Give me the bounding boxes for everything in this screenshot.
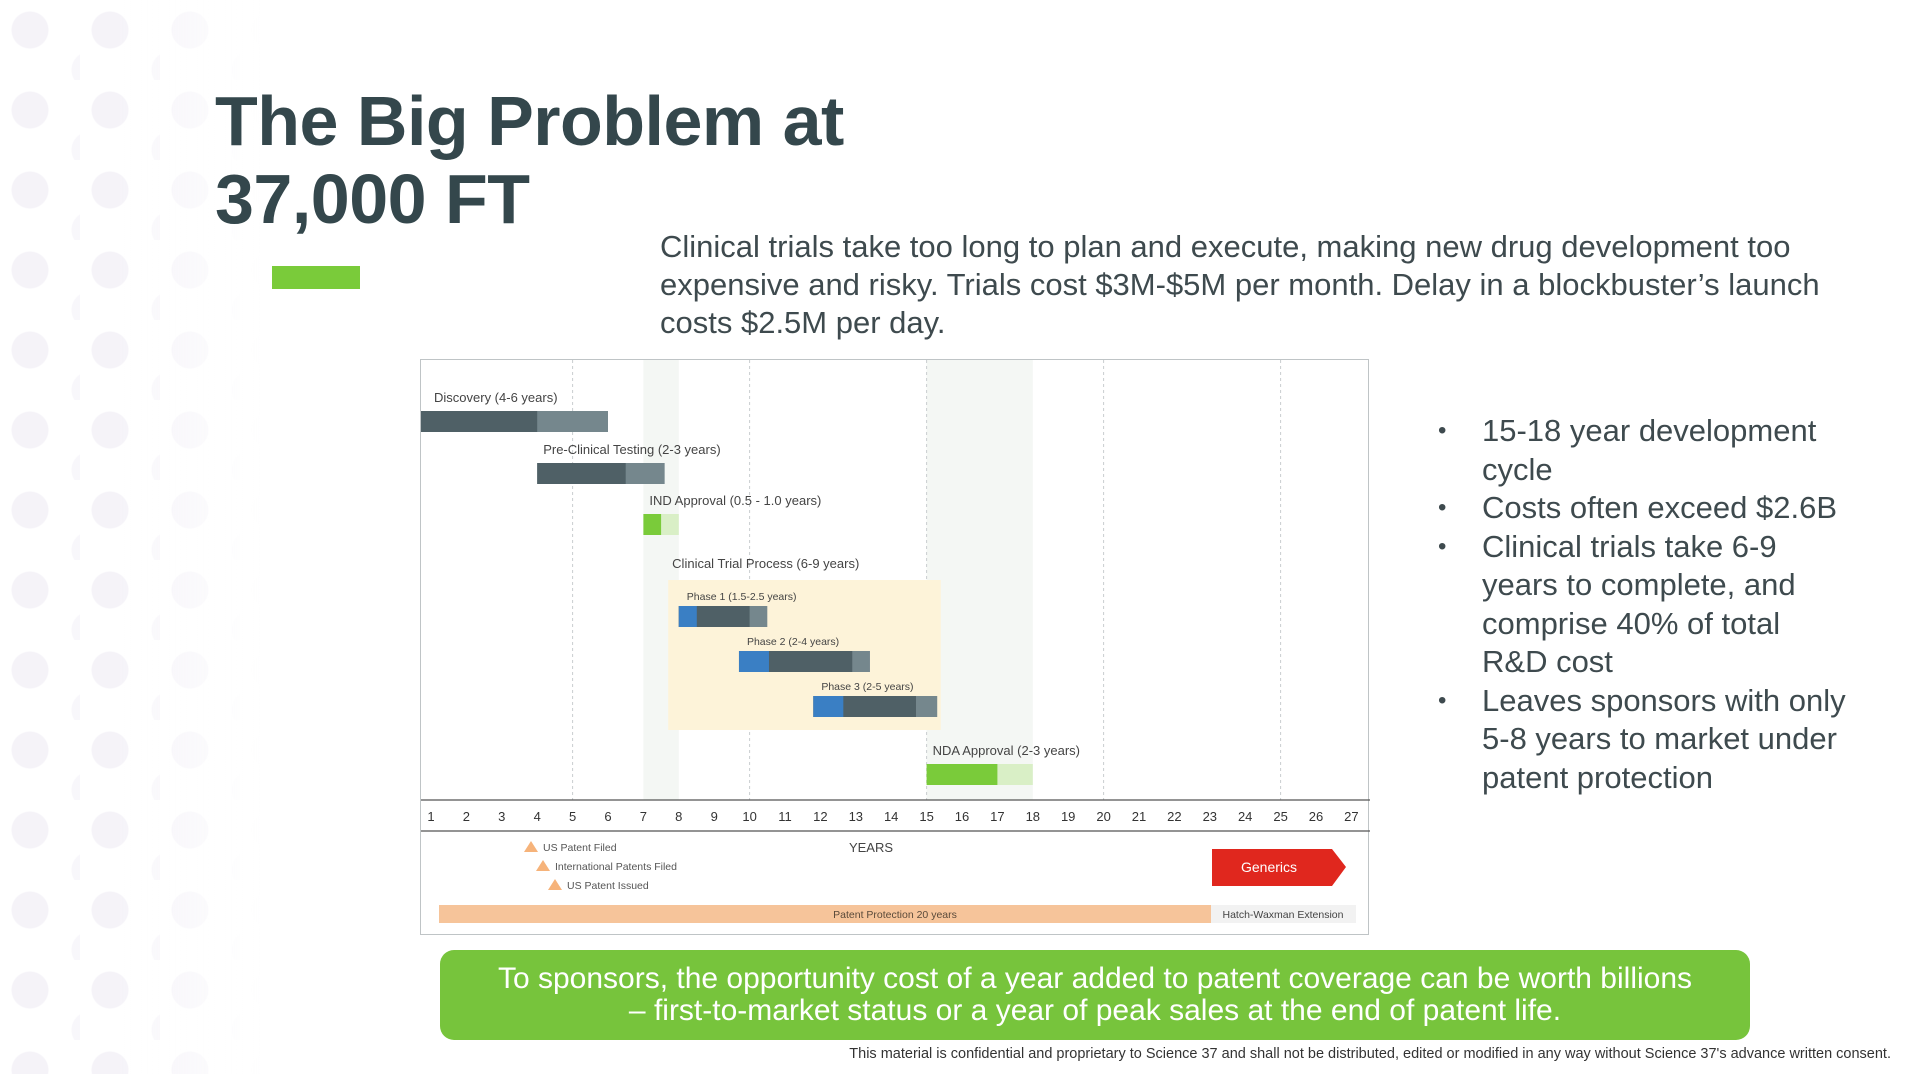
year-tick-label: 24: [1238, 809, 1252, 824]
year-tick-label: 18: [1026, 809, 1040, 824]
title-line-1: The Big Problem at: [215, 82, 844, 160]
drug-development-timeline: Clinical Trial Process (6-9 years) Discov…: [420, 359, 1370, 935]
subphase-label: Phase 1 (1.5-2.5 years): [687, 591, 797, 603]
clinical-trial-label: Clinical Trial Process (6-9 years): [672, 556, 859, 571]
title-accent-bar: [272, 266, 360, 289]
milestone-label: US Patent Filed: [543, 842, 617, 854]
intro-paragraph: Clinical trials take too long to plan an…: [660, 229, 1820, 340]
year-tick-label: 22: [1167, 809, 1181, 824]
generics-label: Generics: [1241, 859, 1297, 875]
phase-label: IND Approval (0.5 - 1.0 years): [649, 493, 821, 508]
year-tick-label: 16: [955, 809, 969, 824]
year-tick-label: 11: [778, 809, 792, 824]
patent-protection-bar: [439, 905, 1211, 923]
generics-arrow: [1212, 849, 1346, 886]
patent-protection-label: Patent Protection 20 years: [833, 909, 957, 921]
subphase-bar-start: [813, 696, 844, 717]
phase-label: Pre-Clinical Testing (2-3 years): [543, 442, 721, 457]
subphase-label: Phase 2 (2-4 years): [747, 636, 839, 648]
milestone-triangle-icon: [536, 860, 550, 871]
subphase-bar-start: [678, 606, 697, 627]
subphase-label: Phase 3 (2-5 years): [821, 681, 913, 693]
year-tick-label: 8: [675, 809, 682, 824]
year-tick-label: 10: [742, 809, 756, 824]
phase-bar-min: [537, 463, 626, 484]
title-line-2: 37,000 FT: [215, 160, 530, 238]
year-tick-label: 21: [1132, 809, 1146, 824]
year-tick-label: 13: [849, 809, 863, 824]
callout-line-1: To sponsors, the opportunity cost of a y…: [497, 962, 1693, 995]
year-tick-label: 17: [990, 809, 1004, 824]
year-tick-label: 4: [534, 809, 541, 824]
year-tick-label: 2: [463, 809, 470, 824]
year-tick-label: 12: [813, 809, 827, 824]
year-tick-label: 3: [498, 809, 505, 824]
key-fact-1: 15-18 year development cycle: [1432, 412, 1852, 489]
phase-bar-min: [926, 764, 998, 785]
milestone-label: International Patents Filed: [555, 861, 677, 873]
callout-line-2: – first-to-market status or a year of pe…: [628, 994, 1562, 1027]
year-tick-label: 9: [711, 809, 718, 824]
milestone-triangle-icon: [548, 879, 562, 890]
milestone-label: US Patent Issued: [567, 880, 649, 892]
year-tick-label: 19: [1061, 809, 1075, 824]
opportunity-callout: To sponsors, the opportunity cost of a y…: [440, 950, 1750, 1040]
shade-column: [926, 360, 1033, 800]
milestone-triangle-icon: [524, 841, 538, 852]
year-tick-label: 26: [1309, 809, 1323, 824]
key-fact-4: Leaves sponsors with only 5-8 years to m…: [1432, 682, 1852, 798]
year-tick-label: 5: [569, 809, 576, 824]
subphase-bar-start: [738, 651, 769, 672]
year-tick-label: 27: [1344, 809, 1358, 824]
phase-bar-min: [421, 411, 538, 432]
year-tick-label: 1: [427, 809, 434, 824]
year-tick-label: 15: [919, 809, 933, 824]
phase-bar-min: [643, 514, 662, 535]
key-fact-2: Costs often exceed $2.6B: [1432, 489, 1852, 528]
year-tick-label: 25: [1273, 809, 1287, 824]
phase-label: NDA Approval (2-3 years): [933, 743, 1080, 758]
confidentiality-footer: This material is confidential and propri…: [849, 1046, 1891, 1062]
year-tick-label: 20: [1096, 809, 1110, 824]
key-facts-list: 15-18 year development cycleCosts often …: [1432, 412, 1852, 797]
extension-bar: [1211, 905, 1356, 923]
year-tick-label: 14: [884, 809, 898, 824]
timeline-svg: Clinical Trial Process (6-9 years) Discov…: [421, 360, 1370, 923]
phase-label: Discovery (4-6 years): [434, 390, 558, 405]
key-fact-3: Clinical trials take 6-9 years to comple…: [1432, 528, 1852, 682]
background-pattern: [0, 0, 260, 1074]
extension-label: Hatch-Waxman Extension: [1223, 909, 1344, 921]
year-tick-label: 6: [604, 809, 611, 824]
slide-title: The Big Problem at 37,000 FT: [215, 82, 844, 238]
year-tick-label: 23: [1203, 809, 1217, 824]
year-tick-label: 7: [640, 809, 647, 824]
years-axis-label: YEARS: [849, 840, 893, 855]
